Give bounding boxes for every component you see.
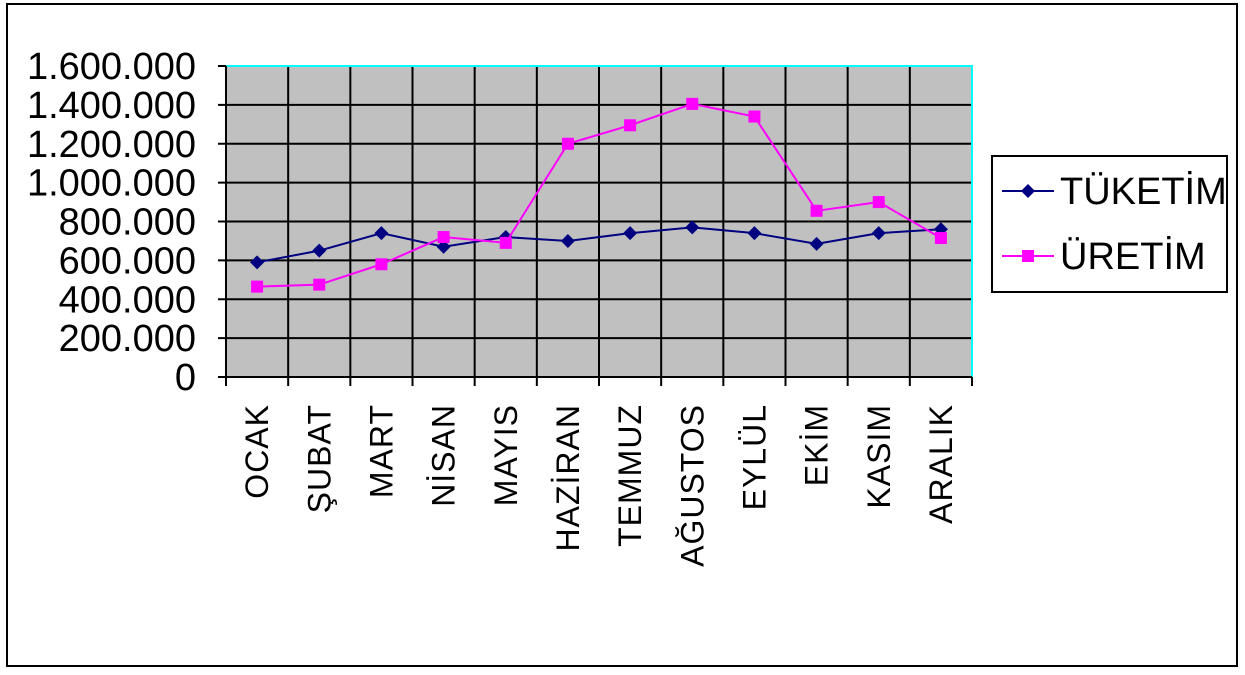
series-line bbox=[256, 226, 941, 264]
gridlines bbox=[226, 65, 972, 378]
y-tick-label: 200.000 bbox=[59, 318, 196, 360]
data-point bbox=[810, 204, 823, 217]
data-point bbox=[747, 226, 762, 241]
data-point bbox=[251, 280, 264, 293]
data-point bbox=[561, 137, 574, 150]
data-point bbox=[809, 236, 824, 251]
legend-box bbox=[991, 155, 1228, 293]
data-point bbox=[871, 226, 886, 241]
y-tick-label: 1.000.000 bbox=[27, 163, 196, 205]
data-point bbox=[685, 220, 700, 235]
x-tick-label: NİSAN bbox=[426, 404, 462, 507]
y-tick-label: 400.000 bbox=[59, 279, 196, 321]
data-point bbox=[624, 119, 637, 132]
legend-label: ÜRETİM bbox=[1060, 235, 1206, 278]
y-tick-label: 800.000 bbox=[59, 202, 196, 244]
y-tick-label: 1.400.000 bbox=[27, 85, 196, 127]
x-tick-label: EKİM bbox=[799, 404, 835, 486]
data-point bbox=[934, 232, 947, 245]
x-tick-label: EYLÜL bbox=[736, 404, 772, 510]
x-tick-label: ARALIK bbox=[923, 404, 959, 524]
x-tick-label: ŞUBAT bbox=[301, 404, 337, 513]
legend-marker bbox=[1022, 250, 1034, 262]
data-point bbox=[499, 236, 512, 249]
data-point bbox=[375, 258, 388, 271]
data-point bbox=[436, 239, 451, 254]
data-point bbox=[686, 97, 699, 110]
legend-label: TÜKETİM bbox=[1060, 170, 1227, 213]
x-tick-labels: OCAK ŞUBAT MART NİSAN MAYIS HAZİRAN TEMMUZ AĞUS… bbox=[239, 404, 959, 567]
legend: TÜKETİM ÜRETİM bbox=[991, 155, 1228, 293]
y-tick-label: 0 bbox=[175, 357, 196, 399]
y-tick-label: 600.000 bbox=[59, 240, 196, 282]
series-lines bbox=[250, 97, 948, 293]
x-tick-label: KASIM bbox=[861, 404, 897, 509]
x-tick-label: HAZİRAN bbox=[550, 404, 586, 551]
series-2 bbox=[251, 97, 947, 293]
x-tick-label: TEMMUZ bbox=[612, 404, 648, 547]
x-tick-label: AĞUSTOS bbox=[674, 404, 710, 567]
axes bbox=[218, 65, 973, 386]
data-point bbox=[623, 226, 638, 241]
data-point bbox=[437, 231, 450, 244]
y-tick-label: 1.600.000 bbox=[27, 46, 196, 88]
legend-item: TÜKETİM bbox=[1002, 170, 1227, 213]
data-point bbox=[374, 226, 389, 241]
data-point bbox=[250, 255, 265, 270]
data-point bbox=[872, 196, 885, 209]
series-line bbox=[257, 102, 942, 288]
data-point bbox=[313, 278, 326, 291]
x-tick-label: MAYIS bbox=[488, 404, 524, 506]
x-tick-label: OCAK bbox=[239, 404, 275, 499]
legend-marker bbox=[1021, 184, 1035, 198]
legend-item: ÜRETİM bbox=[1002, 235, 1206, 278]
y-tick-label: 1.200.000 bbox=[27, 124, 196, 166]
data-point bbox=[748, 110, 761, 123]
x-tick-label: MART bbox=[363, 404, 399, 498]
y-tick-labels: 0200.000400.000600.000800.0001.000.0001.… bbox=[27, 46, 196, 399]
data-point bbox=[560, 233, 575, 248]
data-point bbox=[312, 243, 327, 258]
